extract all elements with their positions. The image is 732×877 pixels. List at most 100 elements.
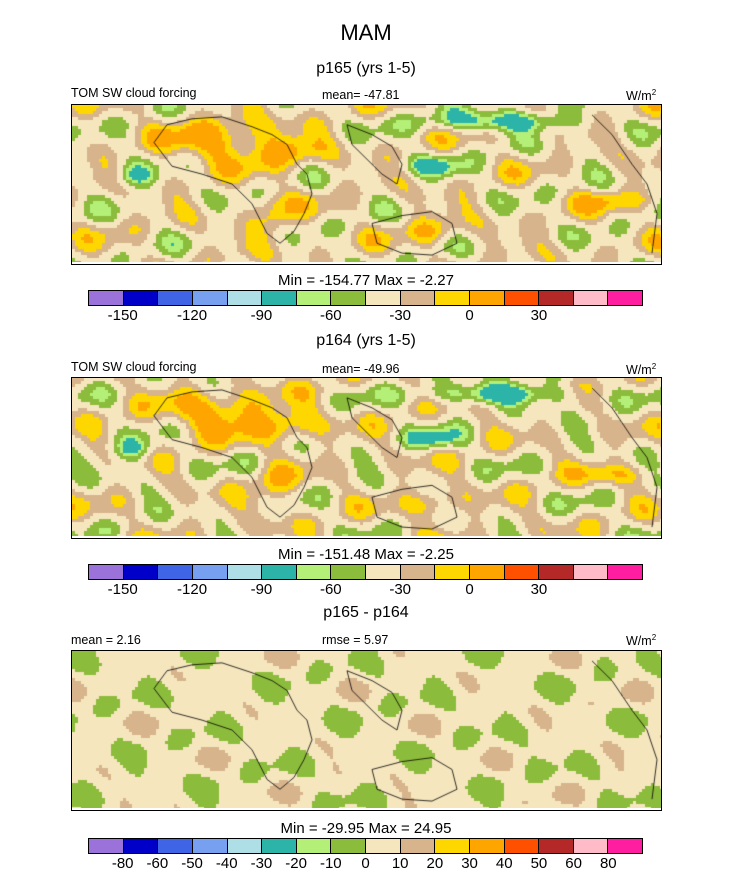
colorbar-box [366,291,401,305]
colorbar-box [573,291,609,305]
colorbar-box [296,839,332,853]
colorbar-tick-label: 0 [465,581,474,598]
panel-3-title: p165 - p164 [323,604,409,621]
panel-3-colorbar [88,838,643,854]
colorbar-box [158,291,193,305]
colorbar-box [227,839,263,853]
panel-3-mean-label: mean = 2.16 [71,633,141,647]
colorbar-box [227,565,263,579]
colorbar-tick-label: -50 [181,855,203,872]
colorbar-tick-label: 30 [530,581,548,598]
colorbar-box [192,291,228,305]
colorbar-box [158,565,193,579]
colorbar-box [608,839,642,853]
figure-title: MAM [340,20,392,45]
colorbar-tick-label: -30 [389,307,412,324]
colorbar-tick-label: 0 [361,855,370,872]
colorbar-box [296,291,332,305]
colorbar-tick-label: -90 [250,581,273,598]
colorbar-box [123,291,159,305]
colorbar-box [504,565,540,579]
colorbar-box [89,291,124,305]
colorbar-tick-label: 40 [495,855,513,872]
colorbar-tick-label: -30 [250,855,273,872]
colorbar-tick-label: -60 [146,855,169,872]
panel-1-variable-label: TOM SW cloud forcing [71,86,197,100]
colorbar-tick-label: -10 [319,855,342,872]
colorbar-box [296,565,332,579]
colorbar-box [608,565,642,579]
panel-2-variable-label: TOM SW cloud forcing [71,360,197,374]
panel-2-map [71,377,662,539]
panel-1-minmax: Min = -154.77 Max = -2.27 [278,272,454,289]
contour-field [72,378,661,536]
colorbar-box [331,291,366,305]
colorbar-box [262,565,297,579]
colorbar-tick-label: -120 [177,581,208,598]
colorbar-tick-label: -150 [107,581,138,598]
panel-3-minmax: Min = -29.95 Max = 24.95 [280,820,452,837]
colorbar-tick-label: -30 [389,581,412,598]
colorbar-box [400,565,436,579]
panel-2-colorbar [88,564,643,580]
colorbar-box [366,565,401,579]
colorbar-box [539,839,574,853]
panel-2-mean-label: mean= -49.96 [322,362,400,376]
colorbar-box [608,291,642,305]
colorbar-box [573,565,609,579]
colorbar-box [400,839,436,853]
panel-3-map [71,650,662,811]
colorbar-box [89,839,124,853]
colorbar-box [123,839,159,853]
panel-2-units: W/m2 [626,362,657,378]
panel-2-title: p164 (yrs 1-5) [316,332,416,349]
colorbar-box [539,291,574,305]
colorbar-tick-label: 10 [391,855,409,872]
panel-1-mean-label: mean= -47.81 [322,88,400,102]
colorbar-tick-label: 0 [465,307,474,324]
panel-2-minmax: Min = -151.48 Max = -2.25 [278,546,454,563]
colorbar-box [539,565,574,579]
colorbar-tick-label: -120 [177,307,208,324]
colorbar-box [435,839,470,853]
colorbar-box [435,565,470,579]
colorbar-box [89,565,124,579]
contour-field [72,105,661,262]
colorbar-tick-label: 80 [599,855,617,872]
colorbar-tick-label: -80 [111,855,134,872]
colorbar-box [331,565,366,579]
panel-3-units: W/m2 [626,633,657,649]
colorbar-tick-label: -90 [250,307,273,324]
panel-1-map [71,104,662,265]
panel-1-title: p165 (yrs 1-5) [316,60,416,77]
colorbar-box [192,565,228,579]
panel-1-units: W/m2 [626,88,657,104]
colorbar-box [504,291,540,305]
colorbar-box [227,291,263,305]
colorbar-box [262,291,297,305]
colorbar-box [366,839,401,853]
colorbar-box [469,565,505,579]
colorbar-tick-label: 20 [426,855,444,872]
colorbar-box [123,565,159,579]
colorbar-tick-label: 30 [530,307,548,324]
colorbar-box [435,291,470,305]
colorbar-box [469,839,505,853]
colorbar-box [158,839,193,853]
colorbar-tick-label: -60 [319,307,342,324]
colorbar-tick-label: -20 [285,855,307,872]
colorbar-tick-label: -150 [107,307,138,324]
panel-1-colorbar [88,290,643,306]
colorbar-tick-label: 50 [530,855,548,872]
colorbar-box [262,839,297,853]
contour-field [72,651,661,808]
colorbar-box [469,291,505,305]
colorbar-box [573,839,609,853]
colorbar-box [400,291,436,305]
colorbar-tick-label: 60 [565,855,582,872]
colorbar-tick-label: -60 [319,581,342,598]
colorbar-tick-label: 30 [461,855,478,872]
colorbar-box [192,839,228,853]
colorbar-box [331,839,366,853]
colorbar-tick-label: -40 [215,855,238,872]
